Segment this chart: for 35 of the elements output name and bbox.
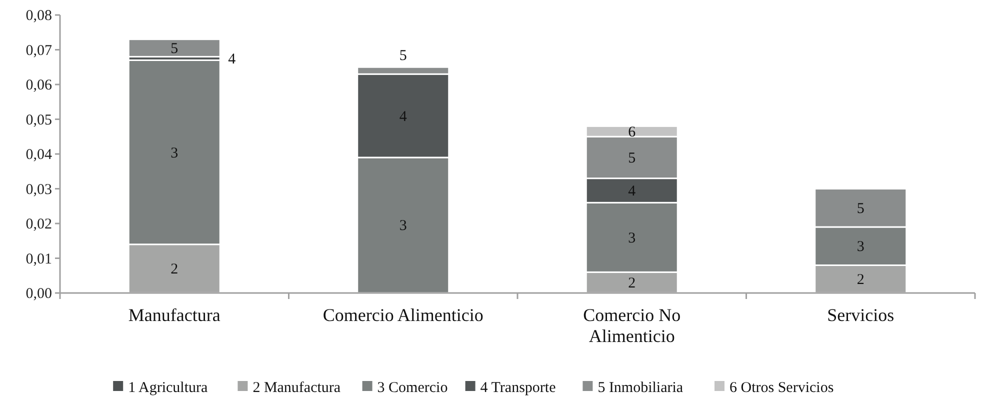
annotation: 5 [856, 200, 864, 217]
annotation: 3 [856, 239, 864, 256]
legend-label: 3 Comercio [377, 380, 448, 396]
y-tick-label: 0,00 [26, 286, 52, 302]
annotation: 6 [628, 124, 636, 140]
legend-label: 4 Transporte [480, 380, 556, 396]
x-tick-label: Manufactura [128, 305, 220, 325]
x-tick-label: Comercio No Alimenticio [583, 305, 681, 346]
y-tick-label: 0,01 [26, 251, 52, 268]
x-tick-label: Comercio Alimenticio [322, 305, 484, 325]
y-tick-label: 0,08 [26, 8, 52, 24]
annotation: 4 [399, 108, 408, 125]
annotation: 4 [628, 183, 636, 200]
y-tick-label: 0,02 [26, 216, 52, 232]
annotation: 3 [628, 230, 636, 246]
annotation: 5 [399, 48, 407, 64]
legend-label: 2 Manufactura [252, 380, 341, 396]
annotation: 2 [170, 262, 178, 278]
legend-label: 6 Otros Servicios [730, 380, 834, 396]
y-tick-label: 0,05 [26, 112, 52, 128]
annotation: 3 [170, 145, 178, 162]
x-tick-label: Servicios [827, 305, 894, 325]
y-tick-label: 0,04 [26, 147, 52, 163]
y-tick-label: 0,03 [26, 182, 52, 198]
annotation: 5 [170, 41, 178, 58]
annotation: 4 [228, 51, 236, 68]
legend-label: 1 Agricultura [128, 380, 208, 396]
annotation: 2 [856, 272, 864, 288]
bar [128, 38, 221, 58]
y-tick-label: 0,07 [26, 42, 52, 59]
annotation: 5 [628, 150, 636, 166]
annotation: 2 [628, 276, 636, 292]
y-tick-label: 0,06 [26, 78, 52, 94]
annotation: 3 [399, 218, 407, 234]
legend-label: 5 Inmobiliaria [598, 380, 684, 396]
